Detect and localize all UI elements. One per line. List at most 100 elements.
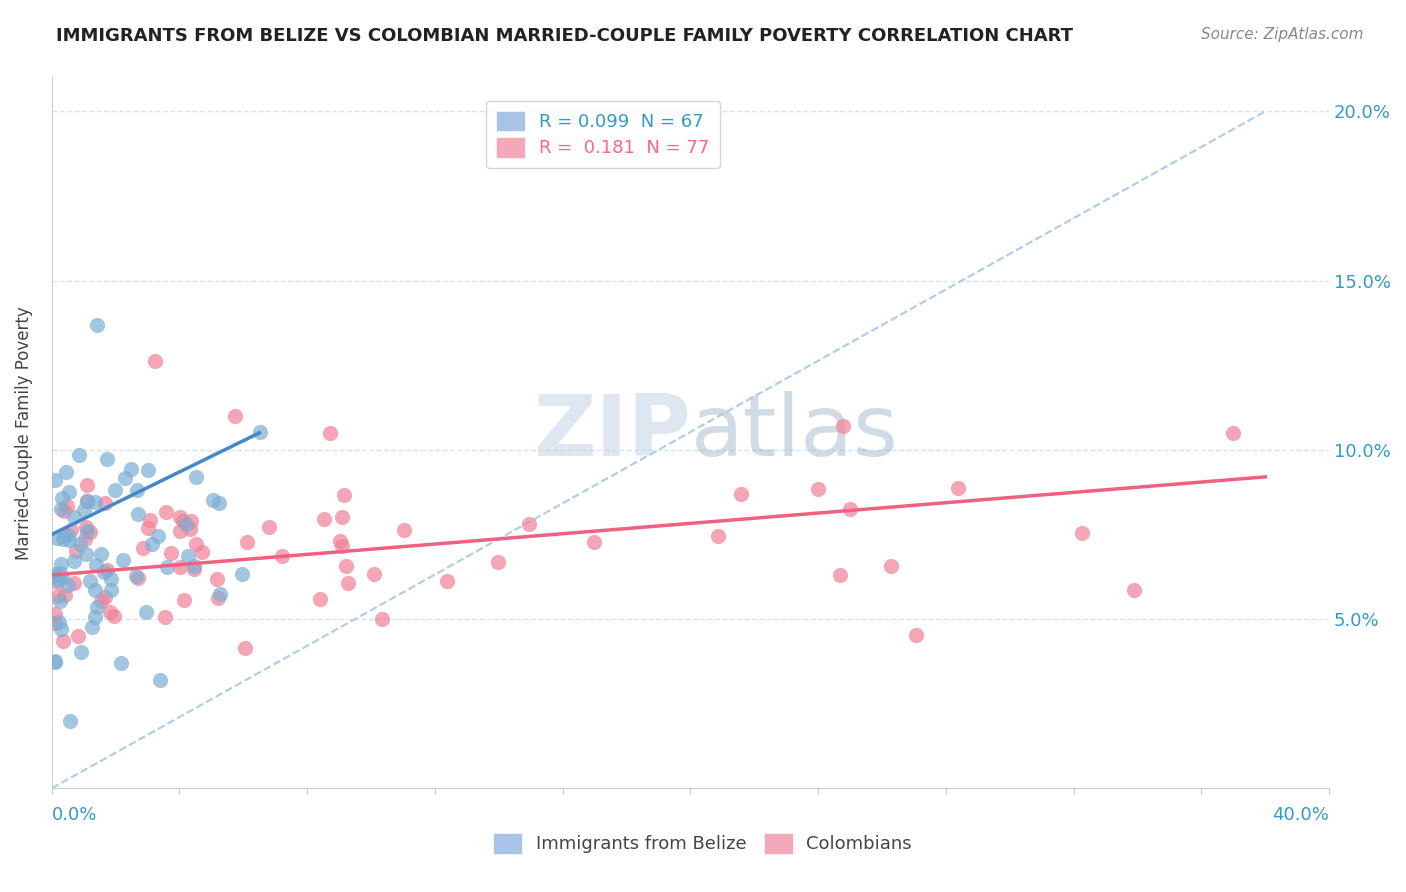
Point (186, 537, 208, 551)
Point (82, 619, 104, 633)
Point (127, 483, 149, 497)
Point (44, 567, 66, 582)
Point (63, 510, 86, 524)
Point (169, 524, 191, 538)
Point (156, 559, 179, 574)
Point (90, 594, 112, 608)
Point (83, 582, 105, 597)
Point (143, 353, 166, 368)
Point (52, 528, 75, 542)
Text: 0.0%: 0.0% (52, 806, 97, 824)
Point (224, 409, 246, 423)
Point (67, 448, 90, 462)
Point (236, 535, 259, 549)
Point (146, 529, 169, 543)
Point (312, 512, 335, 526)
Point (308, 591, 330, 606)
Point (44, 655, 66, 669)
Point (58, 528, 80, 542)
Point (52, 634, 75, 648)
Point (179, 522, 201, 536)
Point (79, 525, 101, 540)
Point (73, 502, 96, 516)
Point (208, 587, 231, 601)
Point (73, 532, 96, 546)
Point (838, 501, 860, 516)
Point (202, 493, 225, 508)
Point (946, 481, 969, 495)
Point (112, 553, 135, 567)
Legend: Immigrants from Belize, Colombians: Immigrants from Belize, Colombians (486, 827, 920, 861)
Point (84, 610, 107, 624)
Point (1071, 525, 1094, 540)
Point (84, 558, 107, 573)
Point (174, 517, 197, 532)
Point (84, 495, 107, 509)
Point (63, 575, 86, 590)
Point (59, 524, 82, 538)
Point (127, 571, 149, 585)
Point (48, 615, 70, 629)
Point (336, 576, 359, 591)
Point (1222, 425, 1244, 440)
Point (79, 574, 101, 588)
Point (67, 629, 90, 643)
Point (46, 590, 69, 604)
Point (1123, 582, 1146, 597)
Point (436, 574, 458, 588)
Point (172, 514, 194, 528)
Point (329, 534, 352, 549)
Point (184, 470, 207, 484)
Text: IMMIGRANTS FROM BELIZE VS COLOMBIAN MARRIED-COUPLE FAMILY POVERTY CORRELATION CH: IMMIGRANTS FROM BELIZE VS COLOMBIAN MARR… (56, 27, 1073, 45)
Point (56, 499, 79, 513)
Point (190, 545, 212, 559)
Point (136, 463, 159, 477)
Point (110, 656, 132, 670)
Point (46, 575, 69, 590)
Point (517, 516, 540, 531)
Point (319, 426, 342, 441)
Point (880, 559, 903, 574)
Point (160, 545, 183, 559)
Text: atlas: atlas (690, 392, 898, 475)
Point (104, 483, 127, 497)
Point (830, 568, 852, 582)
Point (76, 493, 98, 508)
Point (93, 590, 115, 604)
Point (136, 520, 159, 534)
Point (135, 606, 157, 620)
Point (486, 556, 509, 570)
Point (173, 593, 195, 607)
Point (96, 563, 118, 577)
Text: ZIP: ZIP (533, 392, 690, 475)
Point (180, 514, 202, 528)
Point (257, 519, 280, 533)
Point (149, 673, 172, 687)
Point (100, 582, 122, 597)
Point (76, 477, 98, 491)
Point (205, 572, 228, 586)
Point (139, 513, 162, 527)
Point (51, 491, 73, 505)
Point (730, 487, 752, 501)
Point (208, 496, 231, 510)
Point (249, 425, 271, 439)
Point (75, 547, 97, 561)
Point (44, 607, 66, 622)
Point (55, 589, 77, 603)
Point (53, 504, 76, 518)
Point (51, 557, 73, 571)
Point (44, 570, 66, 584)
Point (169, 510, 191, 524)
Point (332, 510, 354, 524)
Point (120, 462, 142, 476)
Point (155, 610, 177, 624)
Point (58, 533, 80, 548)
Point (49, 566, 72, 581)
Point (58, 578, 80, 592)
Point (363, 566, 385, 581)
Legend: R = 0.099  N = 67, R =  0.181  N = 77: R = 0.099 N = 67, R = 0.181 N = 77 (486, 101, 720, 169)
Point (371, 612, 394, 626)
Text: Source: ZipAtlas.com: Source: ZipAtlas.com (1201, 27, 1364, 42)
Point (52, 532, 75, 546)
